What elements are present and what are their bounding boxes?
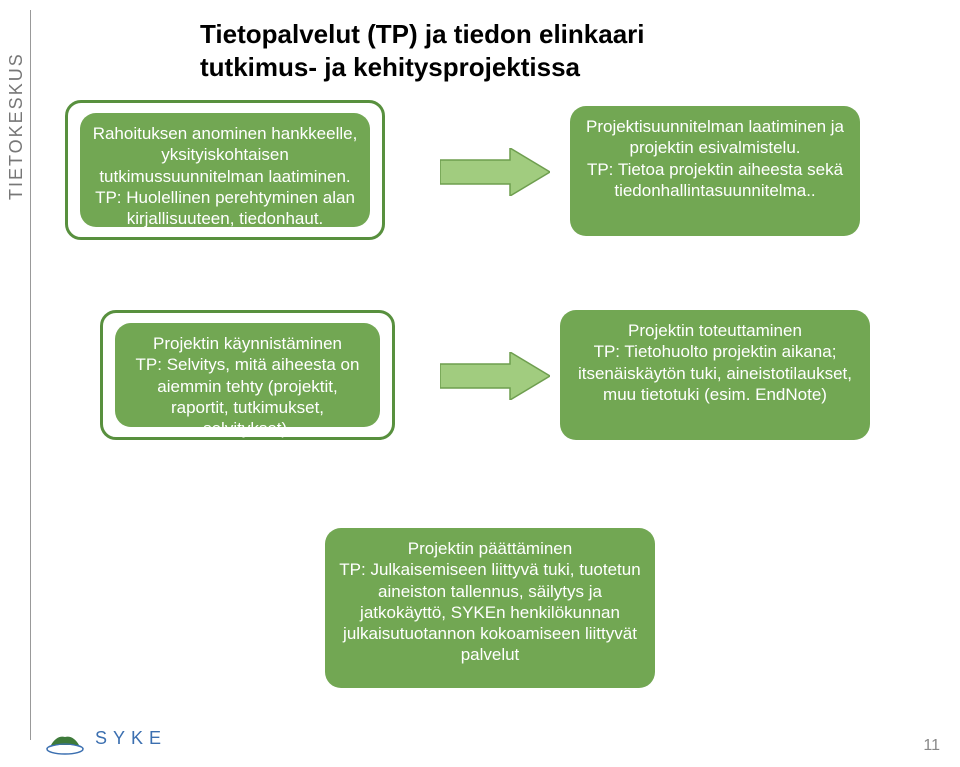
page-title: Tietopalvelut (TP) ja tiedon elinkaari t… xyxy=(200,18,645,83)
box-project-end: Projektin päättäminen TP: Julkaisemiseen… xyxy=(325,528,655,688)
box-project-start: Projektin käynnistäminen TP: Selvitys, m… xyxy=(100,310,395,440)
box-project-start-inner: Projektin käynnistäminen TP: Selvitys, m… xyxy=(115,323,380,427)
sidebar-divider xyxy=(30,10,31,740)
box-project-plan: Projektisuunnitelman laatiminen ja proje… xyxy=(570,106,860,236)
title-line1: Tietopalvelut (TP) ja tiedon elinkaari xyxy=(200,19,645,49)
sidebar-brand-label: TIETOKESKUS xyxy=(6,52,27,200)
box-project-plan-text: Projektisuunnitelman laatiminen ja proje… xyxy=(586,117,844,200)
logo-icon xyxy=(45,721,85,755)
box-funding-text: Rahoituksen anominen hankkeelle, yksityi… xyxy=(93,124,358,228)
arrow-icon xyxy=(440,148,550,196)
brand-logo: SYKE xyxy=(45,721,167,755)
box-funding-application: Rahoituksen anominen hankkeelle, yksityi… xyxy=(65,100,385,240)
box-funding-application-inner: Rahoituksen anominen hankkeelle, yksityi… xyxy=(80,113,370,227)
box-project-execution: Projektin toteuttaminen TP: Tietohuolto … xyxy=(560,310,870,440)
page-number: 11 xyxy=(923,737,940,755)
box-project-execution-text: Projektin toteuttaminen TP: Tietohuolto … xyxy=(578,321,852,404)
box-project-start-text: Projektin käynnistäminen TP: Selvitys, m… xyxy=(136,334,360,438)
arrow-icon xyxy=(440,352,550,400)
brand-name: SYKE xyxy=(95,728,167,749)
title-line2: tutkimus- ja kehitysprojektissa xyxy=(200,52,580,82)
box-project-end-text: Projektin päättäminen TP: Julkaisemiseen… xyxy=(339,539,640,664)
